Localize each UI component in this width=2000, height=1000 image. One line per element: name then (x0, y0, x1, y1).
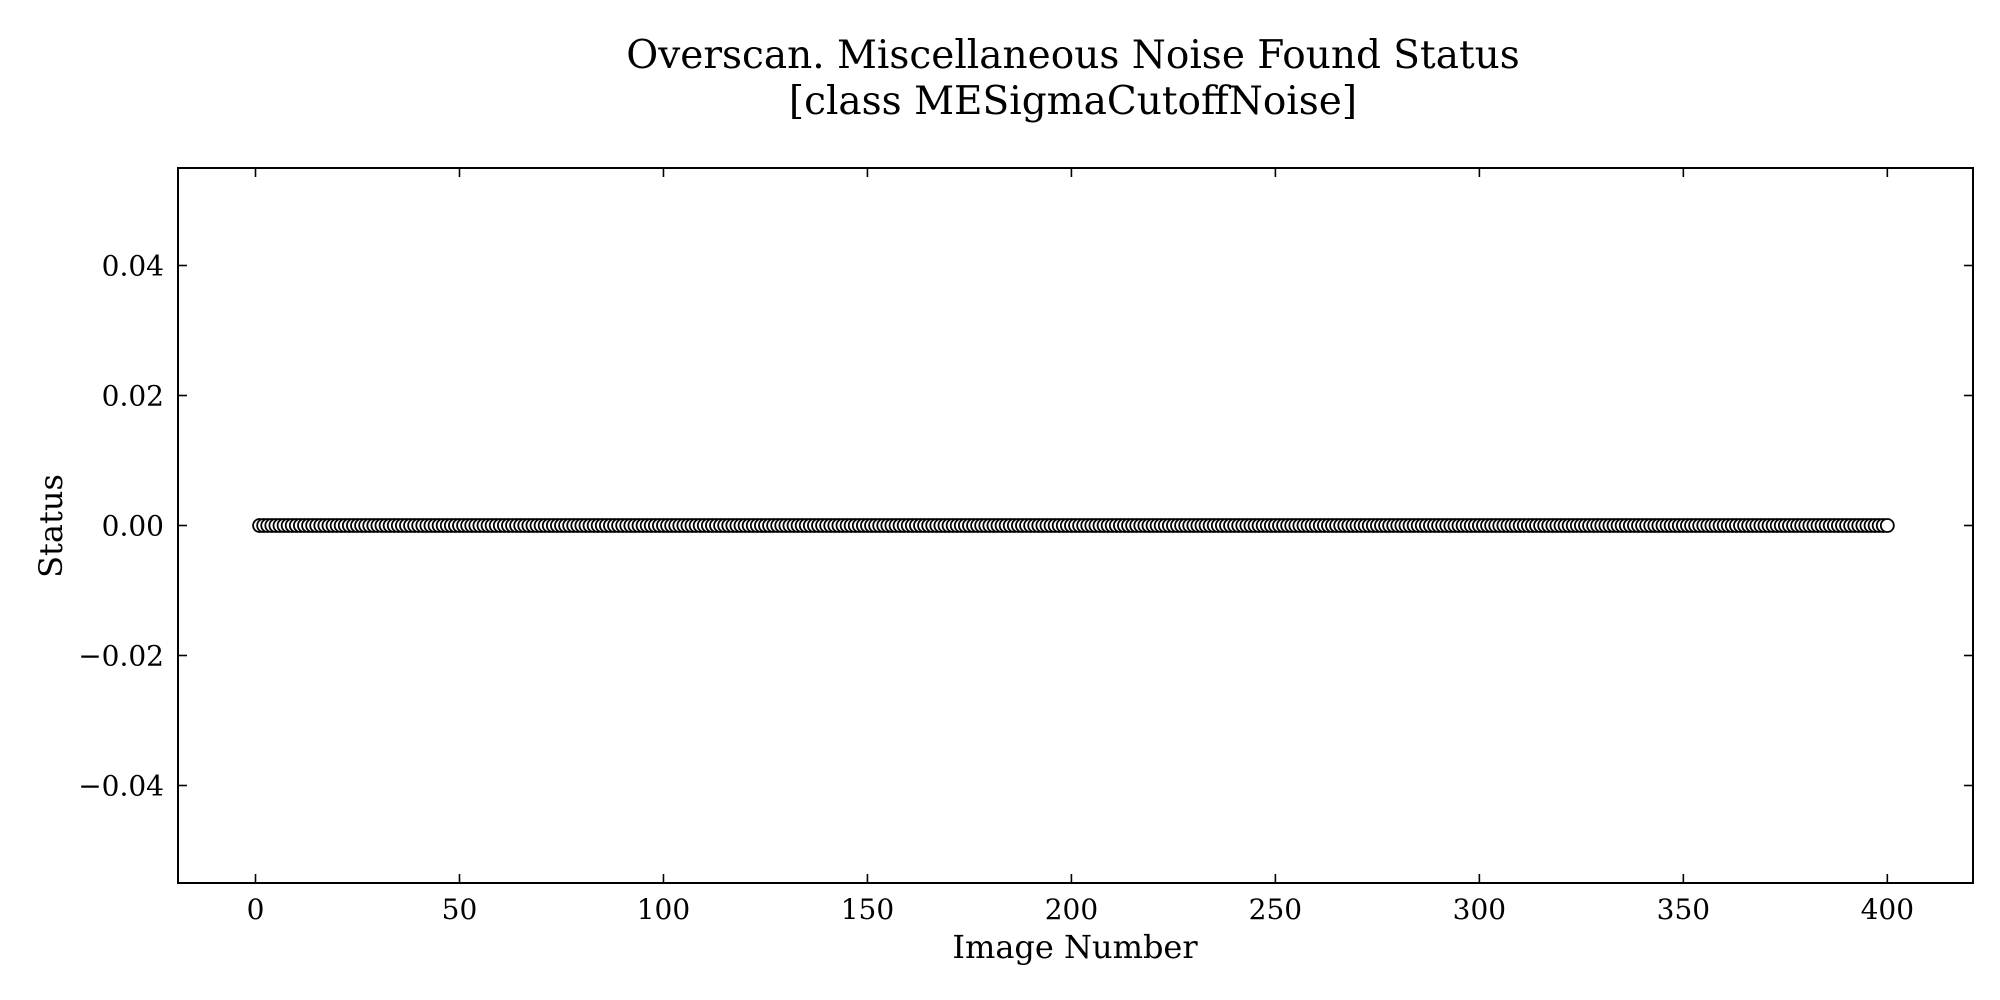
chart-subtitle: [class MESigmaCutoffNoise] (789, 79, 1357, 124)
data-points (252, 518, 1895, 533)
chart-title: Overscan. Miscellaneous Noise Found Stat… (626, 33, 1520, 78)
y-axis-label: Status (32, 474, 70, 578)
x-tick-label: 100 (637, 893, 690, 926)
y-tick-label: 0.02 (102, 380, 164, 413)
y-tick-label: 0.00 (102, 510, 164, 543)
x-tick-label: 50 (442, 893, 478, 926)
y-tick-label: −0.04 (78, 770, 164, 803)
x-tick-label: 0 (247, 893, 265, 926)
x-tick-label: 300 (1453, 893, 1506, 926)
x-tick-label: 400 (1861, 893, 1914, 926)
x-tick-label: 350 (1657, 893, 1710, 926)
x-tick-label: 150 (841, 893, 894, 926)
x-axis-ticks: 0 50 100 150 200 250 300 350 400 (247, 168, 1914, 926)
data-point (1879, 518, 1895, 533)
x-tick-label: 250 (1249, 893, 1302, 926)
x-axis-label: Image Number (952, 928, 1198, 966)
y-tick-label: 0.04 (102, 250, 164, 283)
x-tick-label: 200 (1045, 893, 1098, 926)
y-axis-ticks: 0.04 0.02 0.00 −0.02 −0.04 (78, 250, 1973, 803)
y-tick-label: −0.02 (78, 640, 164, 673)
